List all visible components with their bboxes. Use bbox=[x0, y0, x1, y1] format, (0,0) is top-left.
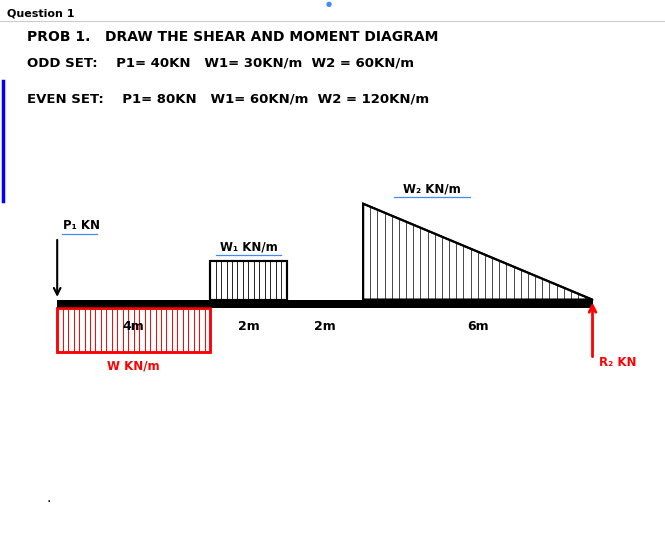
Text: W KN/m: W KN/m bbox=[107, 359, 160, 372]
Bar bbox=[210, 261, 287, 300]
Text: 2m: 2m bbox=[314, 320, 336, 333]
Text: 6m: 6m bbox=[467, 320, 489, 333]
Bar bbox=[57, 300, 593, 308]
Text: PROB 1.   DRAW THE SHEAR AND MOMENT DIAGRAM: PROB 1. DRAW THE SHEAR AND MOMENT DIAGRA… bbox=[27, 30, 438, 44]
Text: ODD SET:    P1= 40KN   W1= 30KN/m  W2 = 60KN/m: ODD SET: P1= 40KN W1= 30KN/m W2 = 60KN/m bbox=[27, 57, 414, 70]
Text: R₂ KN: R₂ KN bbox=[599, 356, 637, 369]
Text: Question 1: Question 1 bbox=[7, 8, 74, 18]
Text: 4m: 4m bbox=[123, 320, 144, 333]
Text: .: . bbox=[47, 491, 51, 505]
Text: 2m: 2m bbox=[237, 320, 259, 333]
Bar bbox=[57, 308, 210, 352]
Text: P₁ KN: P₁ KN bbox=[63, 219, 100, 232]
Polygon shape bbox=[363, 204, 593, 300]
Text: W₂ KN/m: W₂ KN/m bbox=[403, 182, 461, 195]
Text: W₁ KN/m: W₁ KN/m bbox=[219, 241, 277, 254]
Text: EVEN SET:    P1= 80KN   W1= 60KN/m  W2 = 120KN/m: EVEN SET: P1= 80KN W1= 60KN/m W2 = 120KN… bbox=[27, 92, 429, 105]
Bar bbox=[210, 261, 287, 300]
Bar bbox=[57, 308, 210, 352]
Text: ●: ● bbox=[326, 1, 332, 7]
